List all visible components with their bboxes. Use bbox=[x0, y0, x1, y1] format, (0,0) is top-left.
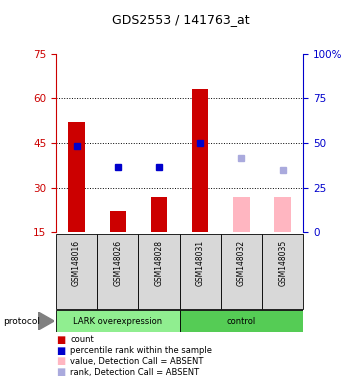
Text: rank, Detection Call = ABSENT: rank, Detection Call = ABSENT bbox=[70, 367, 200, 377]
Bar bbox=[68, 122, 85, 232]
Text: ■: ■ bbox=[56, 367, 65, 377]
Bar bbox=[262, 234, 303, 309]
Text: LARK overexpression: LARK overexpression bbox=[73, 316, 162, 326]
Text: GSM148028: GSM148028 bbox=[155, 240, 164, 286]
Text: GDS2553 / 141763_at: GDS2553 / 141763_at bbox=[112, 13, 249, 26]
Text: ■: ■ bbox=[56, 335, 65, 345]
Text: GSM148031: GSM148031 bbox=[196, 240, 205, 286]
Bar bbox=[192, 89, 208, 232]
Bar bbox=[233, 197, 250, 232]
Text: GSM148035: GSM148035 bbox=[278, 240, 287, 286]
Bar bbox=[56, 234, 97, 309]
Text: percentile rank within the sample: percentile rank within the sample bbox=[70, 346, 212, 355]
Bar bbox=[180, 310, 303, 332]
Bar bbox=[151, 197, 167, 232]
Text: ■: ■ bbox=[56, 356, 65, 366]
Text: protocol: protocol bbox=[4, 316, 40, 326]
Bar bbox=[138, 234, 180, 309]
Text: GSM148026: GSM148026 bbox=[113, 240, 122, 286]
Bar bbox=[180, 234, 221, 309]
Bar bbox=[56, 310, 180, 332]
Bar bbox=[274, 197, 291, 232]
Text: ■: ■ bbox=[56, 346, 65, 356]
Text: control: control bbox=[227, 316, 256, 326]
Text: GSM148016: GSM148016 bbox=[72, 240, 81, 286]
Bar bbox=[109, 212, 126, 232]
Bar bbox=[97, 234, 138, 309]
Bar bbox=[221, 234, 262, 309]
Text: value, Detection Call = ABSENT: value, Detection Call = ABSENT bbox=[70, 357, 204, 366]
Text: count: count bbox=[70, 335, 94, 344]
Text: GSM148032: GSM148032 bbox=[237, 240, 246, 286]
Polygon shape bbox=[38, 312, 54, 330]
